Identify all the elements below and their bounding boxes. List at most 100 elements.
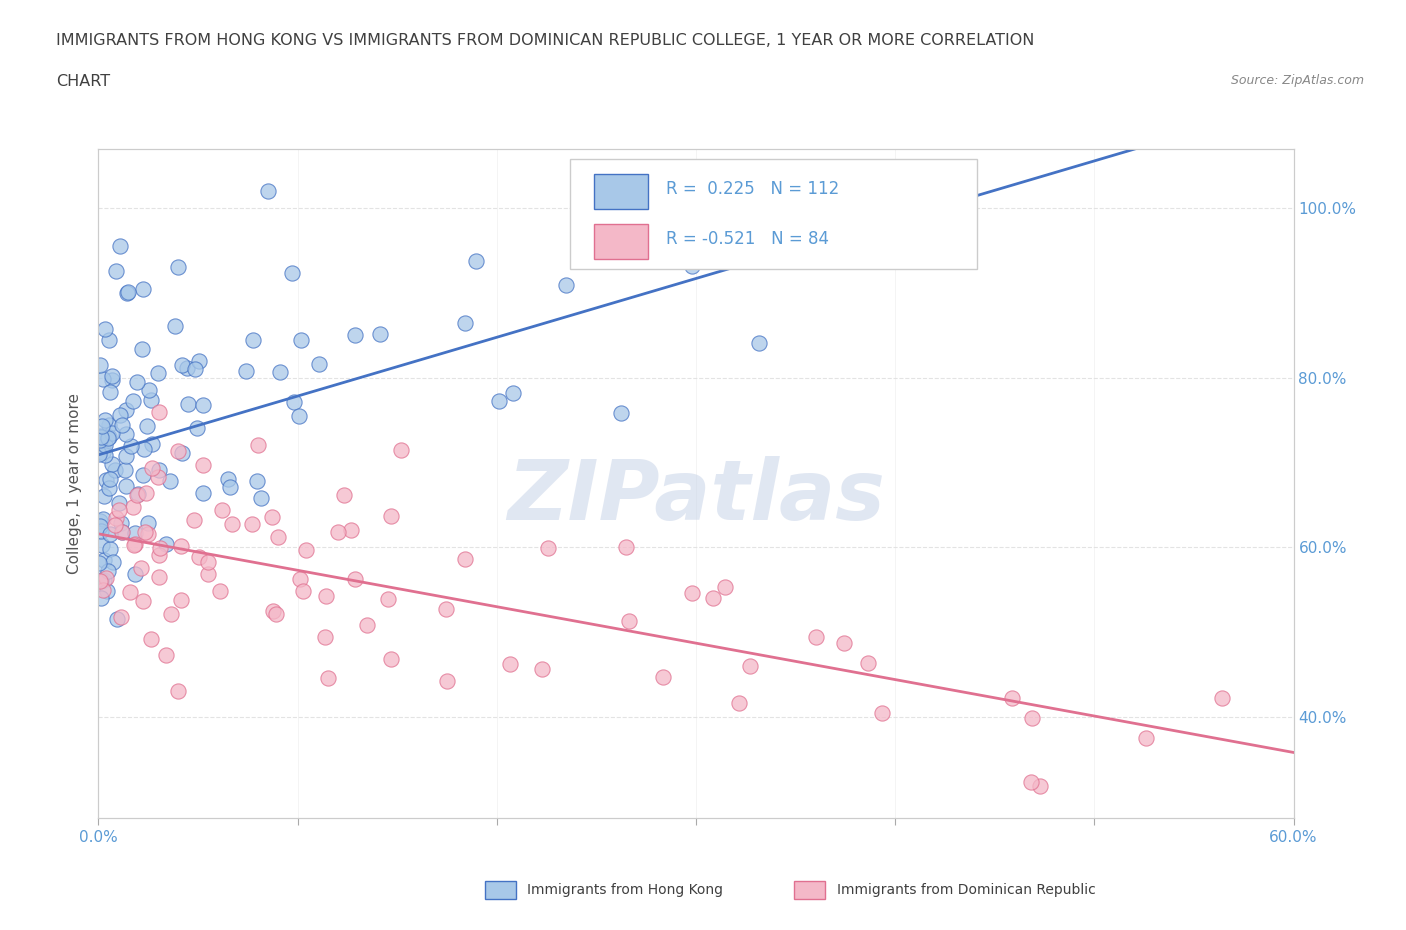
Point — [315, 589, 337, 604]
Point — [537, 540, 560, 555]
Point — [149, 541, 172, 556]
Point — [141, 436, 163, 451]
Point — [148, 548, 170, 563]
Point — [89, 429, 111, 444]
Point — [314, 630, 336, 644]
Point — [290, 333, 312, 348]
Point — [295, 543, 318, 558]
Point — [454, 551, 477, 566]
Point — [89, 518, 111, 533]
Point — [89, 357, 111, 372]
Point — [135, 485, 157, 500]
Point — [122, 500, 145, 515]
Point — [104, 511, 127, 525]
Point — [94, 437, 117, 452]
Point — [246, 438, 269, 453]
Point — [104, 518, 127, 533]
Y-axis label: College, 1 year or more: College, 1 year or more — [67, 393, 83, 574]
Point — [148, 405, 170, 419]
Point — [502, 386, 524, 401]
Point — [89, 574, 111, 589]
Point — [167, 260, 190, 275]
Point — [1211, 690, 1233, 705]
Point — [1135, 730, 1157, 745]
Point — [110, 515, 132, 530]
Point — [131, 341, 153, 356]
Point — [250, 490, 273, 505]
Point — [163, 318, 186, 333]
Point — [436, 674, 458, 689]
Point — [172, 357, 194, 372]
Point — [702, 591, 724, 605]
Point — [115, 448, 138, 463]
Text: R =  0.225   N = 112: R = 0.225 N = 112 — [666, 180, 839, 198]
Point — [117, 285, 139, 299]
Point — [1021, 711, 1043, 725]
Point — [98, 332, 121, 347]
Point — [356, 618, 378, 632]
Point — [124, 566, 146, 581]
Point — [89, 514, 111, 529]
Point — [333, 488, 356, 503]
Point — [105, 611, 128, 626]
Point — [264, 606, 287, 621]
Point — [343, 327, 366, 342]
Point — [132, 467, 155, 482]
Point — [98, 385, 121, 400]
Point — [1029, 778, 1052, 793]
Point — [93, 371, 115, 386]
Point — [91, 583, 114, 598]
Point — [652, 670, 675, 684]
Point — [108, 496, 131, 511]
Point — [488, 393, 510, 408]
Point — [242, 332, 264, 347]
Text: Source: ZipAtlas.com: Source: ZipAtlas.com — [1230, 74, 1364, 87]
Point — [197, 566, 219, 581]
Point — [134, 442, 156, 457]
Point — [94, 472, 117, 487]
Point — [389, 443, 412, 458]
Point — [555, 277, 578, 292]
Point — [97, 564, 120, 578]
FancyBboxPatch shape — [571, 159, 977, 270]
Point — [141, 461, 163, 476]
Point — [98, 541, 121, 556]
Point — [97, 430, 120, 445]
Point — [139, 392, 162, 407]
Point — [681, 259, 703, 273]
Point — [281, 266, 304, 281]
Bar — [485, 881, 516, 899]
Point — [197, 554, 219, 569]
Point — [122, 538, 145, 552]
Point — [111, 525, 134, 539]
Point — [191, 458, 214, 472]
Point — [97, 431, 120, 445]
Point — [87, 430, 110, 445]
Point — [217, 472, 239, 486]
Point — [101, 373, 124, 388]
Point — [187, 550, 209, 565]
Point — [91, 439, 114, 454]
Point — [91, 538, 114, 552]
Point — [93, 488, 115, 503]
Bar — [595, 224, 648, 259]
Point — [292, 584, 315, 599]
Point — [370, 326, 392, 341]
Point — [98, 480, 121, 495]
Point — [870, 705, 893, 720]
Point — [115, 286, 138, 300]
Point — [98, 526, 121, 541]
Point — [377, 591, 399, 606]
Point — [191, 485, 214, 500]
Point — [804, 630, 827, 644]
Point — [127, 488, 149, 503]
Point — [155, 647, 177, 662]
Text: Immigrants from Dominican Republic: Immigrants from Dominican Republic — [837, 883, 1095, 897]
Point — [111, 525, 134, 539]
Point — [90, 430, 112, 445]
Point — [240, 516, 263, 531]
Point — [124, 525, 146, 540]
Point — [343, 571, 366, 586]
Point — [159, 473, 181, 488]
Point — [316, 671, 339, 685]
